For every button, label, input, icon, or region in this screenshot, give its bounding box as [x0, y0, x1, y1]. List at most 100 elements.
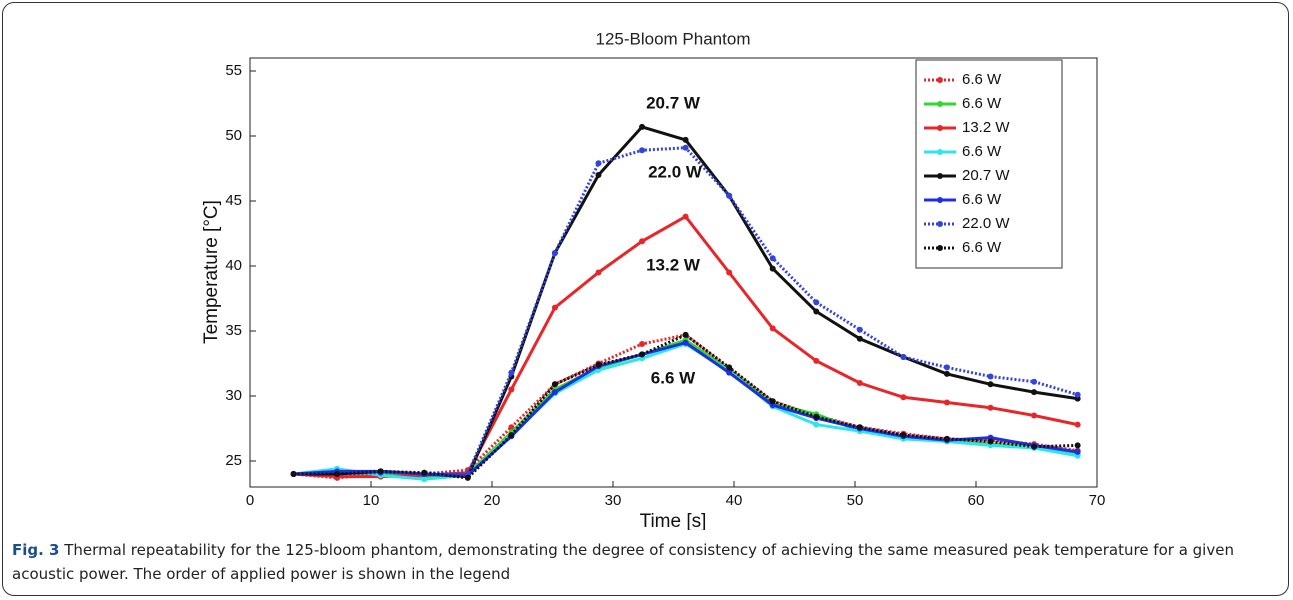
data-point: [1031, 443, 1038, 450]
series: [290, 331, 1081, 481]
series: [290, 339, 1081, 479]
caption-text: Thermal repeatability for the 125-bloom …: [12, 541, 1234, 583]
data-point: [856, 380, 863, 386]
legend-marker: [937, 149, 943, 155]
data-point: [943, 435, 950, 442]
data-point: [639, 351, 646, 358]
legend-label: 13.2 W: [962, 119, 1010, 136]
data-point: [595, 172, 602, 178]
chart: 125-Bloom Phantom Time [s] Temperature […: [201, 29, 1105, 530]
legend-label: 6.6 W: [962, 239, 1002, 256]
data-point: [726, 369, 733, 376]
y-tick-label: 25: [225, 452, 242, 469]
data-point: [595, 361, 602, 368]
x-tick-label: 0: [246, 492, 254, 509]
data-point: [682, 331, 689, 338]
series-line: [293, 333, 1078, 480]
y-tick-label: 30: [225, 387, 242, 404]
legend-label: 20.7 W: [962, 167, 1010, 184]
x-tick-label: 60: [968, 492, 985, 509]
x-axis-label: Time [s]: [640, 511, 707, 530]
data-point: [769, 255, 776, 262]
y-axis-label: Temperature [°C]: [201, 200, 222, 344]
legend-label: 6.6 W: [962, 71, 1002, 88]
data-point: [726, 364, 733, 371]
data-point: [1074, 448, 1081, 455]
data-point: [1031, 389, 1038, 396]
data-point: [595, 269, 602, 276]
data-point: [377, 468, 384, 475]
legend-marker: [937, 173, 943, 179]
data-point: [987, 404, 994, 411]
data-point: [1074, 421, 1081, 428]
x-tick-label: 30: [605, 492, 622, 509]
y-tick-label: 55: [225, 62, 242, 79]
data-point: [943, 370, 950, 377]
data-point: [813, 421, 820, 428]
legend-marker: [937, 125, 943, 131]
data-point: [726, 269, 733, 276]
data-point: [639, 341, 646, 347]
legend-label: 6.6 W: [962, 95, 1002, 112]
data-point: [1074, 442, 1081, 449]
data-point: [813, 413, 820, 420]
data-point: [856, 335, 863, 342]
data-point: [639, 238, 646, 245]
legend-label: 6.6 W: [962, 191, 1002, 208]
series: [290, 144, 1081, 477]
data-point: [508, 369, 515, 376]
series-line: [293, 338, 1078, 479]
y-tick-label: 40: [225, 257, 242, 274]
annotation: 22.0 W: [648, 162, 703, 181]
x-tick-label: 20: [484, 492, 501, 509]
data-point: [856, 424, 863, 431]
x-tick-label: 40: [726, 492, 743, 509]
y-tick-label: 50: [225, 127, 242, 144]
data-point: [943, 399, 950, 406]
data-point: [682, 213, 689, 220]
chart-title: 125-Bloom Phantom: [596, 29, 751, 48]
annotation: 13.2 W: [646, 255, 701, 274]
data-point: [551, 381, 558, 388]
data-point: [900, 394, 907, 401]
data-point: [769, 325, 776, 332]
data-point: [1031, 378, 1038, 385]
data-point: [682, 136, 689, 143]
annotation: 20.7 W: [646, 93, 701, 112]
annotation: 6.6 W: [651, 368, 696, 387]
data-point: [987, 373, 994, 380]
data-point: [508, 386, 515, 393]
x-tick-label: 10: [363, 492, 380, 509]
data-point: [682, 339, 689, 346]
legend-marker: [937, 197, 943, 203]
data-point: [769, 398, 776, 405]
legend-label: 22.0 W: [962, 215, 1010, 232]
caption-label: Fig. 3: [12, 541, 60, 559]
series-line: [293, 342, 1078, 481]
caption: Fig. 3 Thermal repeatability for the 125…: [12, 538, 1272, 586]
series: [290, 341, 1081, 483]
data-point: [987, 438, 994, 445]
legend-marker: [937, 77, 943, 83]
y-tick-label: 35: [225, 322, 242, 339]
y-tick-label: 45: [225, 192, 242, 209]
data-point: [813, 357, 820, 364]
data-point: [900, 432, 907, 438]
data-point: [639, 147, 646, 154]
data-point: [334, 471, 341, 477]
data-point: [595, 160, 602, 167]
data-point: [1074, 391, 1081, 398]
data-point: [551, 304, 558, 311]
data-point: [464, 474, 471, 481]
legend-label: 6.6 W: [962, 143, 1002, 160]
data-point: [551, 250, 558, 256]
series: [290, 331, 1081, 481]
legend-marker: [937, 101, 943, 107]
data-point: [508, 432, 515, 438]
data-point: [856, 326, 863, 333]
plot-area: [249, 57, 1098, 488]
data-point: [769, 265, 776, 272]
legend-marker: [937, 245, 943, 251]
data-point: [813, 299, 820, 306]
